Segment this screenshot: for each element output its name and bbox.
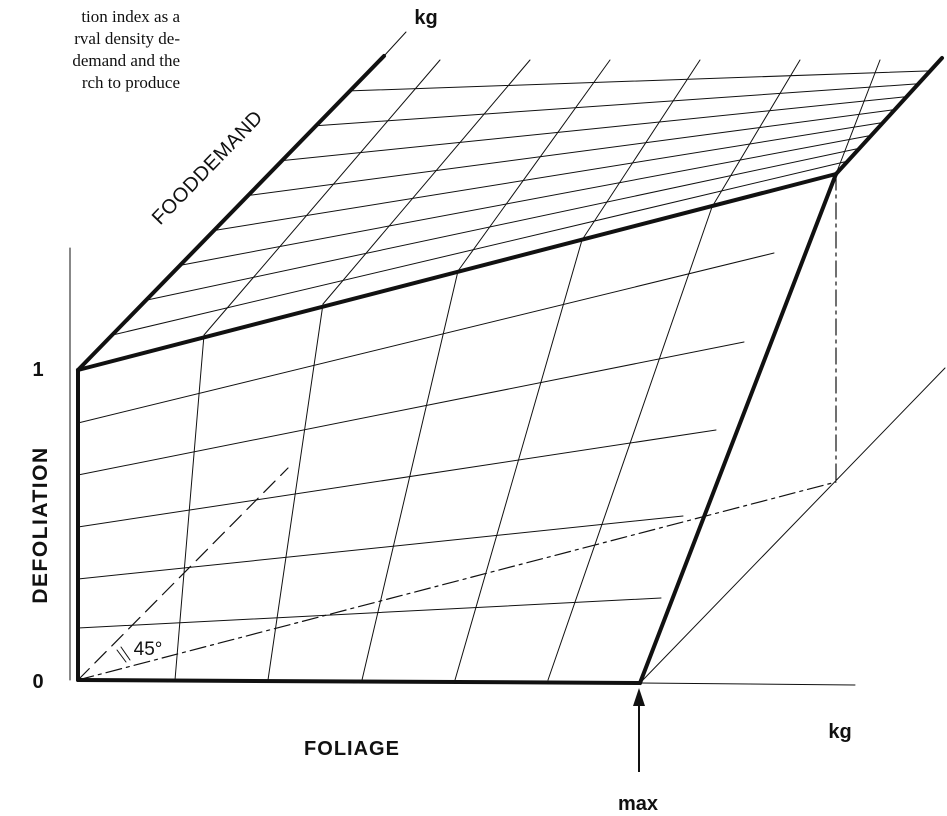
depth-unit-label: kg	[414, 7, 437, 29]
grid-line-fooddemand	[835, 59, 881, 175]
x-axis-label: FOLIAGE	[304, 738, 400, 760]
foliage-axis-extension	[639, 682, 856, 686]
angle-label: 45°	[134, 639, 163, 660]
grid-line-top-face	[349, 70, 931, 92]
depth-axis-label: FOODDEMAND	[148, 106, 268, 229]
grid-line-fooddemand	[322, 59, 531, 305]
z-tick-top: 1	[32, 359, 43, 381]
diagram-frame	[69, 31, 944, 686]
foliage-axis-line	[76, 678, 642, 685]
text-fragment-line: rch to produce	[81, 73, 180, 92]
grid-line-top-face	[247, 109, 896, 197]
grid-line-defoliation	[77, 252, 775, 424]
text-fragment-line: demand and the	[72, 51, 180, 70]
grid-line-top-face	[315, 83, 919, 127]
text-fragment-line: tion index as a	[81, 7, 180, 26]
max-arrow-icon	[633, 688, 645, 706]
max-label: max	[618, 793, 658, 815]
grid-line-top-face	[111, 160, 849, 336]
diagonal-45-dashed-line	[77, 467, 289, 681]
grid-line-defoliation	[77, 429, 717, 528]
back-right-edge-line	[834, 56, 944, 176]
angle-arc-tick	[116, 649, 127, 663]
surface-grid	[77, 59, 946, 684]
grid-line-top-face	[145, 147, 861, 301]
x-unit-label: kg	[828, 721, 851, 743]
text-fragment: tion index as a rval density de- demand …	[0, 6, 180, 94]
fooddemand-axis-extension	[383, 31, 407, 57]
fooddemand-axis-line	[76, 54, 386, 372]
grid-line-fooddemand	[457, 59, 611, 272]
surface-top-edge-line	[76, 172, 838, 372]
projection-thin-line	[639, 367, 946, 684]
grid-line-top-face	[213, 121, 884, 231]
z-tick-bottom: 0	[32, 671, 43, 693]
projection-dashdot-line	[77, 481, 837, 681]
grid-line-defoliation	[77, 515, 684, 580]
z-axis-label: DEFOLIATION	[29, 446, 52, 603]
surface-right-edge-line	[638, 172, 838, 685]
grid-line-top-face	[281, 96, 908, 162]
text-fragment-line: rval density de-	[74, 29, 180, 48]
grid-line-top-face	[179, 134, 872, 266]
grid-line-defoliation	[77, 597, 662, 629]
grid-line-foliage	[361, 270, 459, 681]
grid-line-defoliation	[77, 341, 745, 476]
grid-line-foliage	[174, 334, 205, 681]
angle-arc-tick	[120, 646, 131, 661]
grid-line-fooddemand	[203, 59, 441, 336]
grid-line-fooddemand	[711, 59, 801, 208]
grid-line-fooddemand	[581, 59, 701, 241]
